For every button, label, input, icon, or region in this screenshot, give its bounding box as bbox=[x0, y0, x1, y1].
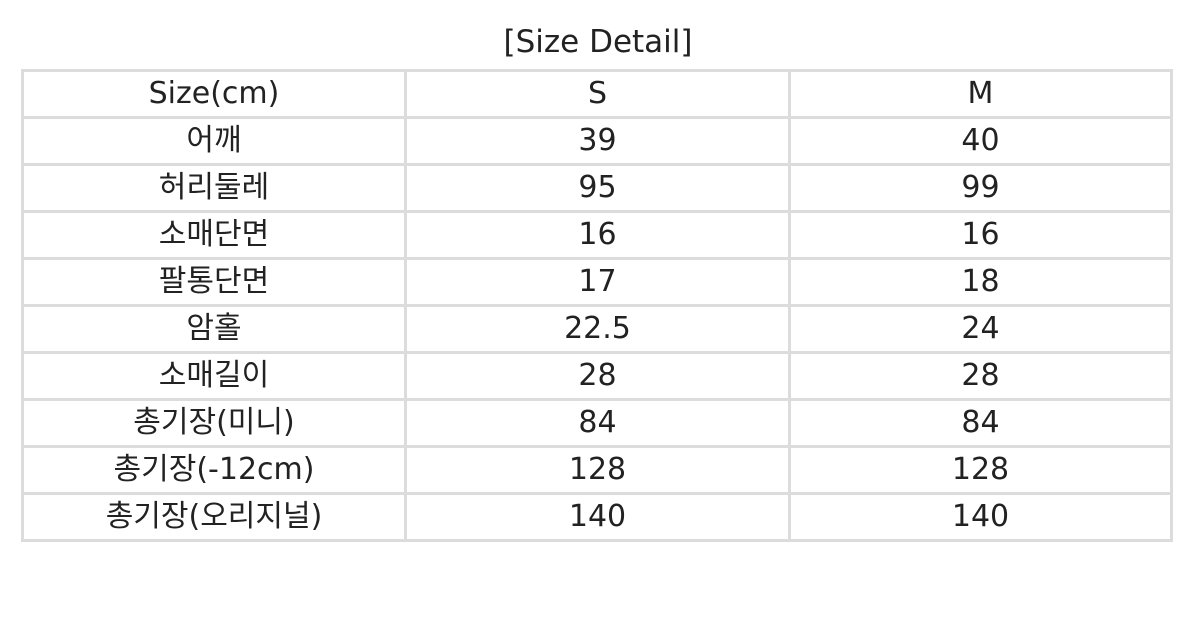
value-cell: 95 bbox=[404, 163, 791, 213]
table-row: 총기장(미니) 84 84 bbox=[21, 398, 1173, 448]
table-row: 허리둘레 95 99 bbox=[21, 163, 1173, 213]
row-label-cell: 허리둘레 bbox=[21, 163, 407, 213]
table-row: 총기장(-12cm) 128 128 bbox=[21, 445, 1173, 495]
value-cell: 99 bbox=[788, 163, 1173, 213]
row-label-cell: 소매단면 bbox=[21, 210, 407, 260]
value-cell: 18 bbox=[788, 257, 1173, 307]
value-cell: 128 bbox=[404, 445, 791, 495]
value-cell: 22.5 bbox=[404, 304, 791, 354]
table-row: 총기장(오리지널) 140 140 bbox=[21, 492, 1173, 542]
value-cell: 39 bbox=[404, 116, 791, 166]
table-row: 소매단면 16 16 bbox=[21, 210, 1173, 260]
table-row: 어깨 39 40 bbox=[21, 116, 1173, 166]
table-row: 암홀 22.5 24 bbox=[21, 304, 1173, 354]
table-row: 소매길이 28 28 bbox=[21, 351, 1173, 401]
table-row: 팔통단면 17 18 bbox=[21, 257, 1173, 307]
value-cell: 16 bbox=[404, 210, 791, 260]
value-cell: S bbox=[404, 69, 791, 119]
value-cell: 140 bbox=[788, 492, 1173, 542]
value-cell: 16 bbox=[788, 210, 1173, 260]
value-cell: 140 bbox=[404, 492, 791, 542]
value-cell: 28 bbox=[788, 351, 1173, 401]
header-row: Size(cm) S M bbox=[21, 69, 1173, 119]
value-cell: 17 bbox=[404, 257, 791, 307]
size-detail-title: [Size Detail] bbox=[503, 24, 693, 60]
value-cell: 84 bbox=[788, 398, 1173, 448]
size-table: Size(cm) S M 어깨 39 40 허리둘레 95 99 소매단면 16 16 팔통단면 17 18… bbox=[21, 69, 1173, 542]
row-label-cell: 총기장(오리지널) bbox=[21, 492, 407, 542]
row-label-cell: 총기장(-12cm) bbox=[21, 445, 407, 495]
value-cell: 128 bbox=[788, 445, 1173, 495]
value-cell: M bbox=[788, 69, 1173, 119]
row-label-cell: 암홀 bbox=[21, 304, 407, 354]
row-label-cell: Size(cm) bbox=[21, 69, 407, 119]
row-label-cell: 팔통단면 bbox=[21, 257, 407, 307]
value-cell: 84 bbox=[404, 398, 791, 448]
row-label-cell: 소매길이 bbox=[21, 351, 407, 401]
value-cell: 28 bbox=[404, 351, 791, 401]
row-label-cell: 어깨 bbox=[21, 116, 407, 166]
value-cell: 40 bbox=[788, 116, 1173, 166]
value-cell: 24 bbox=[788, 304, 1173, 354]
row-label-cell: 총기장(미니) bbox=[21, 398, 407, 448]
